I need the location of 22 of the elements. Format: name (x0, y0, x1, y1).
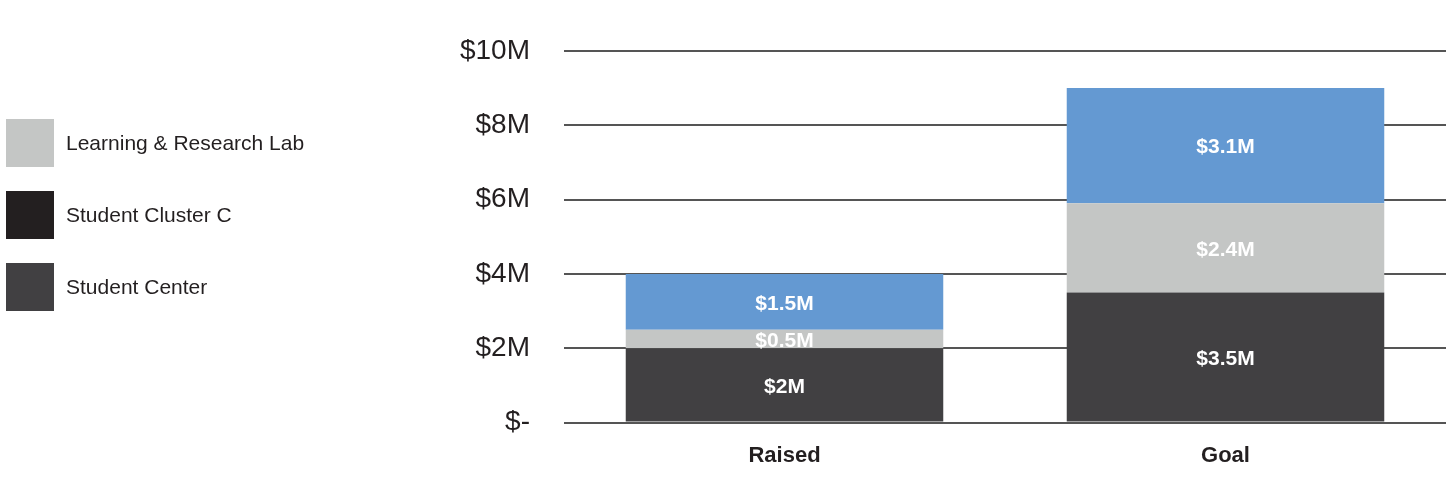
y-tick-label: $4M (475, 256, 530, 288)
y-tick-label: $6M (475, 182, 530, 214)
bar (1066, 292, 1385, 422)
bar (625, 348, 944, 422)
data-label: $1.5M (755, 290, 814, 314)
data-label: $0.5M (755, 327, 814, 351)
y-tick-label: $8M (475, 107, 530, 139)
data-label: $2M (764, 373, 805, 397)
bar (1066, 203, 1385, 293)
legend-label: Learning & Research Lab (66, 131, 305, 155)
y-tick-label: $10M (459, 33, 530, 65)
x-tick-label: Raised (748, 441, 821, 467)
data-label: $2.4M (1196, 236, 1255, 260)
x-tick-label: Goal (1201, 441, 1250, 467)
bar (1066, 87, 1385, 204)
bar (625, 273, 944, 330)
legend-label: Student Center (66, 275, 208, 299)
y-tick-label: $2M (475, 330, 530, 362)
data-label: $3.5M (1196, 345, 1255, 369)
data-label: $3.1M (1196, 134, 1255, 158)
legend-label: Student Cluster C (66, 203, 232, 227)
y-tick-label: $- (505, 405, 530, 437)
